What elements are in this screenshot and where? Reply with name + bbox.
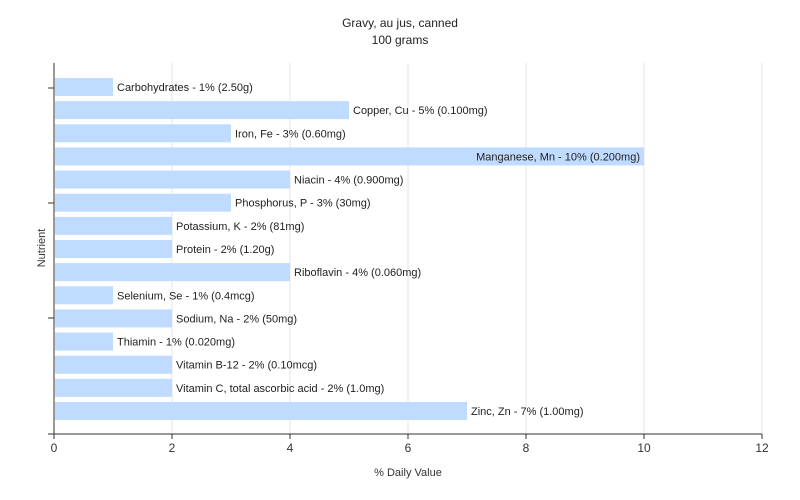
bar-data-label: Protein - 2% (1.20g)	[176, 244, 274, 256]
bar-data-label: Phosphorus, P - 3% (30mg)	[235, 198, 371, 210]
bar-data-label: Manganese, Mn - 10% (0.200mg)	[476, 151, 640, 163]
chart-subtitle: 100 grams	[372, 33, 429, 47]
bar	[55, 332, 113, 351]
bar-data-label: Potassium, K - 2% (81mg)	[176, 221, 304, 233]
bar-data-label: Selenium, Se - 1% (0.4mcg)	[117, 290, 255, 302]
bar-data-label: Sodium, Na - 2% (50mg)	[176, 313, 297, 325]
x-tick-label: 8	[523, 441, 530, 455]
bar	[55, 402, 467, 420]
bar-data-label: Copper, Cu - 5% (0.100mg)	[353, 105, 488, 117]
bar-data-label: Thiamin - 1% (0.020mg)	[117, 337, 235, 349]
bar-data-label: Carbohydrates - 1% (2.50g)	[117, 82, 253, 94]
bar	[55, 378, 172, 397]
x-tick-label: 4	[287, 441, 294, 455]
bar-data-label: Zinc, Zn - 7% (1.00mg)	[471, 406, 583, 418]
bar-data-label: Iron, Fe - 3% (0.60mg)	[235, 128, 346, 140]
bar	[55, 355, 172, 374]
bar	[55, 124, 231, 143]
x-tick-label: 10	[637, 441, 651, 455]
x-tick-label: 6	[405, 441, 412, 455]
x-axis-ticks: 0 2 4 6 8 10 12	[51, 434, 769, 455]
bar	[55, 286, 113, 305]
bar-data-label: Vitamin B-12 - 2% (0.10mcg)	[176, 360, 317, 372]
bar	[55, 309, 172, 328]
bar-data-label: Riboflavin - 4% (0.060mg)	[294, 267, 421, 279]
x-axis-title: % Daily Value	[374, 467, 442, 479]
bar	[55, 147, 644, 166]
y-axis-title: Nutrient	[36, 229, 48, 268]
bar	[55, 78, 113, 96]
bar	[55, 193, 231, 212]
bars: Carbohydrates - 1% (2.50g) Copper, Cu - 5…	[55, 78, 644, 420]
chart-title: Gravy, au jus, canned	[342, 16, 458, 30]
bar	[55, 101, 349, 120]
bar	[55, 240, 172, 258]
x-tick-label: 0	[51, 441, 58, 455]
bar	[55, 263, 290, 282]
bar	[55, 170, 290, 189]
bar-data-label: Vitamin C, total ascorbic acid - 2% (1.0…	[176, 383, 384, 395]
x-tick-label: 12	[755, 441, 769, 455]
bar	[55, 216, 172, 235]
x-tick-label: 2	[169, 441, 176, 455]
bar-data-label: Niacin - 4% (0.900mg)	[294, 175, 403, 187]
